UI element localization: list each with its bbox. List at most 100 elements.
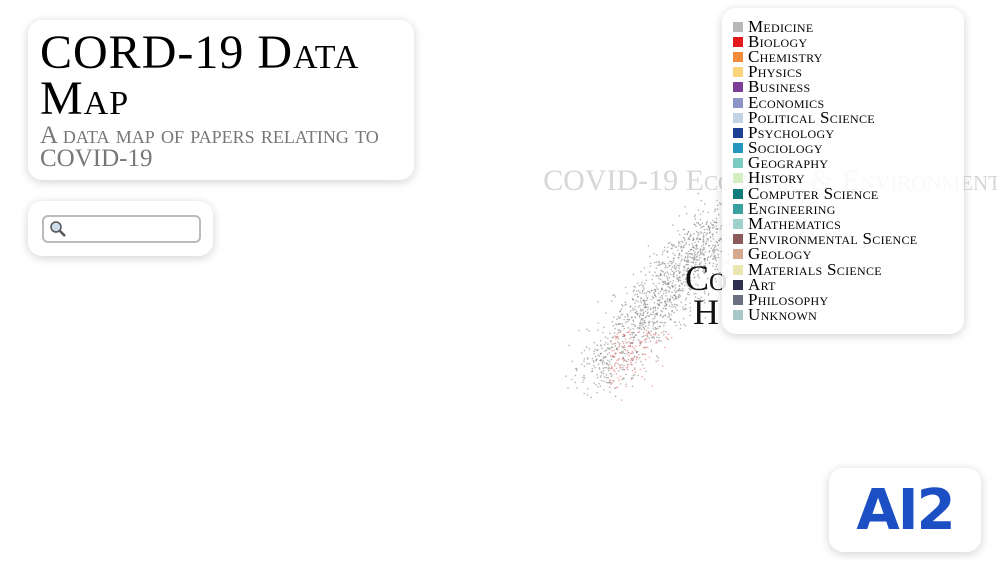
- subtitle: A data map of papers relating to COVID-1…: [40, 122, 379, 172]
- point: [611, 374, 613, 376]
- legend-item[interactable]: Materials Science: [722, 260, 964, 279]
- point: [637, 312, 639, 315]
- point: [692, 249, 695, 252]
- search-input[interactable]: [42, 215, 201, 243]
- legend-item[interactable]: Geology: [722, 244, 964, 263]
- point: [632, 374, 635, 377]
- legend-item[interactable]: Engineering: [722, 199, 964, 218]
- point: [706, 238, 708, 240]
- point: [634, 334, 637, 336]
- point: [675, 270, 677, 273]
- point: [654, 271, 656, 274]
- point: [594, 366, 596, 369]
- legend-item[interactable]: Business: [722, 77, 964, 97]
- point: [643, 321, 645, 323]
- point: [698, 277, 700, 279]
- point: [669, 299, 671, 302]
- point: [684, 278, 687, 281]
- point: [612, 369, 615, 371]
- point: [597, 322, 600, 324]
- point: [627, 368, 629, 371]
- point: [712, 244, 714, 247]
- point: [682, 290, 684, 292]
- legend-item[interactable]: Economics: [722, 93, 964, 112]
- point: [635, 361, 637, 364]
- legend-item[interactable]: Medicine: [722, 17, 964, 36]
- point: [689, 314, 691, 317]
- legend-item[interactable]: Unknown: [722, 305, 964, 324]
- point: [644, 341, 647, 344]
- point: [618, 351, 621, 354]
- point: [667, 242, 670, 245]
- legend-item[interactable]: Sociology: [722, 138, 964, 157]
- point: [678, 294, 681, 296]
- point: [650, 289, 653, 292]
- legend-label: Mathematics: [748, 214, 842, 234]
- logo[interactable]: AI2: [829, 468, 981, 552]
- title-panel: CORD-19 Data Map A data map of papers re…: [28, 20, 414, 180]
- point: [661, 288, 663, 290]
- legend-item[interactable]: Environmental Science: [722, 229, 964, 248]
- legend-item[interactable]: Physics: [722, 62, 964, 82]
- point: [640, 297, 642, 299]
- point: [624, 338, 627, 340]
- legend-item[interactable]: Geography: [722, 153, 964, 172]
- point: [671, 291, 673, 294]
- point: [610, 375, 613, 378]
- legend-item[interactable]: Political Science: [722, 108, 964, 127]
- legend-label: Physics: [748, 62, 803, 82]
- legend-item[interactable]: Mathematics: [722, 214, 964, 234]
- legend-item[interactable]: Art: [722, 275, 964, 294]
- point: [627, 345, 630, 348]
- point: [707, 256, 710, 258]
- point: [658, 282, 660, 285]
- point: [707, 294, 710, 296]
- point: [603, 357, 605, 360]
- point: [706, 220, 708, 223]
- point: [693, 266, 696, 269]
- point: [652, 335, 655, 338]
- legend-item[interactable]: Computer Science: [722, 184, 964, 203]
- legend-item[interactable]: Biology: [722, 32, 964, 51]
- point: [582, 381, 584, 383]
- point: [686, 293, 689, 295]
- point: [695, 246, 698, 248]
- point: [599, 339, 602, 342]
- point: [640, 360, 642, 363]
- point: [635, 358, 638, 361]
- point: [628, 341, 630, 343]
- point: [616, 324, 618, 326]
- point: [657, 307, 659, 309]
- point: [594, 355, 597, 358]
- point: [639, 304, 641, 307]
- point: [703, 253, 705, 255]
- point: [599, 368, 601, 370]
- point: [656, 312, 658, 314]
- point: [619, 311, 621, 313]
- point: [595, 359, 597, 362]
- point: [703, 265, 705, 267]
- point: [614, 335, 616, 337]
- legend-item[interactable]: History: [722, 168, 964, 187]
- point: [638, 316, 641, 318]
- point: [611, 346, 614, 349]
- point: [636, 356, 638, 358]
- point: [660, 269, 662, 272]
- legend-item[interactable]: Philosophy: [722, 290, 964, 309]
- legend-label: Business: [748, 77, 811, 97]
- point: [687, 270, 689, 272]
- point: [644, 353, 647, 356]
- point: [630, 357, 633, 360]
- point: [607, 337, 609, 340]
- point: [639, 340, 641, 342]
- point: [593, 364, 595, 367]
- point: [703, 246, 705, 249]
- point: [676, 276, 678, 279]
- point: [637, 374, 639, 377]
- legend-item[interactable]: Psychology: [722, 123, 964, 142]
- point: [674, 284, 677, 286]
- point: [626, 364, 629, 366]
- point: [654, 322, 656, 324]
- legend-item[interactable]: Chemistry: [722, 47, 964, 66]
- point: [631, 323, 633, 326]
